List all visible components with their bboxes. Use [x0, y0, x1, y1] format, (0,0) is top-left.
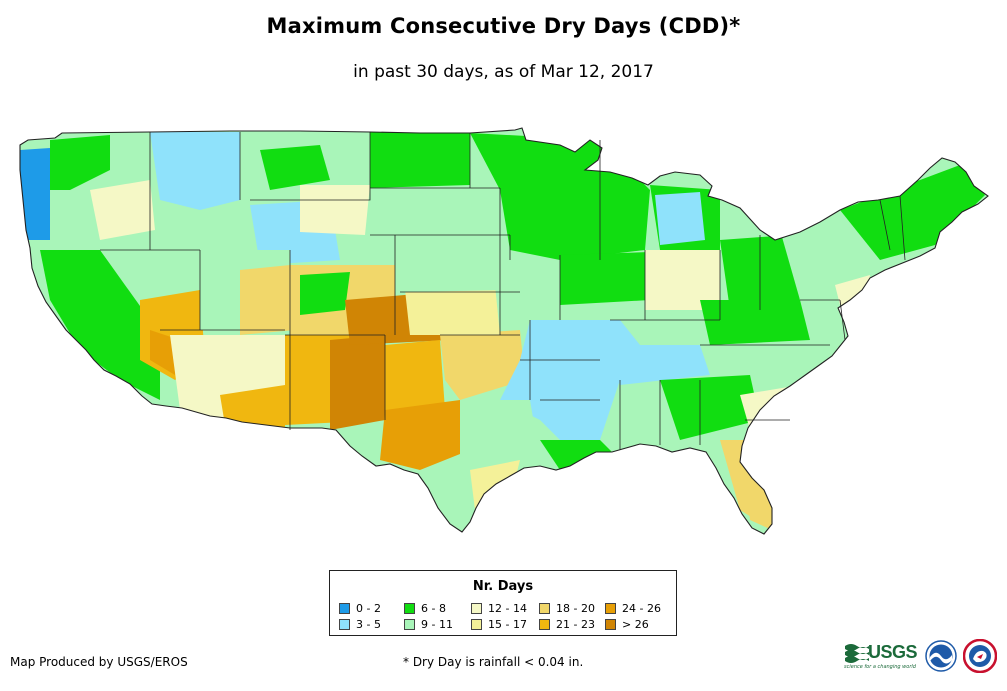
nws-logo	[963, 639, 997, 673]
legend-item-24-26: 24 - 26	[605, 601, 661, 615]
legend-item-0-2: 0 - 2	[339, 601, 381, 615]
legend-item-21-23: 21 - 23	[539, 617, 595, 631]
legend-swatch	[539, 618, 550, 630]
legend-label: 24 - 26	[622, 601, 661, 615]
map-credit: Map Produced by USGS/EROS	[10, 655, 188, 669]
legend-swatch	[539, 602, 550, 614]
legend-item-18-20: 18 - 20	[539, 601, 595, 615]
usgs-logo	[845, 644, 869, 663]
usgs-tagline: science for a changing world	[844, 664, 916, 670]
legend-item-12-14: 12 - 14	[471, 601, 527, 615]
legend-label: 0 - 2	[356, 601, 381, 615]
map-title: Maximum Consecutive Dry Days (CDD)*	[266, 14, 741, 38]
legend-label: 15 - 17	[488, 617, 527, 631]
usgs-wordmark: USGS	[868, 642, 918, 662]
legend-swatch	[404, 602, 415, 614]
legend-label: 3 - 5	[356, 617, 381, 631]
legend-swatch	[339, 618, 350, 630]
cdd-raster	[20, 128, 988, 534]
map-subtitle: in past 30 days, as of Mar 12, 2017	[353, 62, 654, 82]
legend-swatch	[605, 618, 616, 630]
legend-swatch	[339, 602, 350, 614]
legend-swatch	[471, 618, 482, 630]
state-boundaries	[19, 127, 989, 535]
legend-label: 12 - 14	[488, 601, 527, 615]
legend-swatch	[404, 618, 415, 630]
legend-label: > 26	[622, 617, 649, 631]
legend-item-gt-26: > 26	[605, 617, 649, 631]
legend-label: 6 - 8	[421, 601, 446, 615]
dry-day-footnote: * Dry Day is rainfall < 0.04 in.	[403, 655, 584, 669]
legend-swatch	[471, 602, 482, 614]
noaa-logo	[925, 640, 957, 672]
legend-label: 9 - 11	[421, 617, 453, 631]
legend-item-15-17: 15 - 17	[471, 617, 527, 631]
legend-label: 18 - 20	[556, 601, 595, 615]
legend-item-9-11: 9 - 11	[404, 617, 453, 631]
legend-item-6-8: 6 - 8	[404, 601, 446, 615]
legend-item-3-5: 3 - 5	[339, 617, 381, 631]
legend: Nr. Days 0 - 2 3 - 5 6 - 8 9 - 11 12 - 1…	[329, 570, 677, 636]
legend-swatch	[605, 602, 616, 614]
legend-title: Nr. Days	[472, 579, 534, 594]
legend-label: 21 - 23	[556, 617, 595, 631]
